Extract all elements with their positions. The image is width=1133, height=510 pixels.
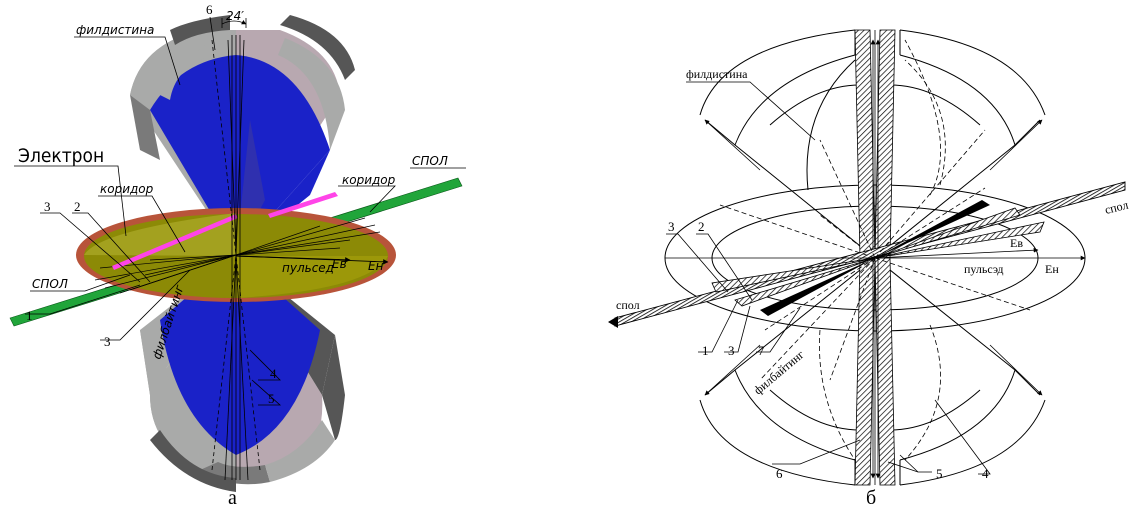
label-3b-a: 3 (104, 334, 111, 349)
e-v-label-b: Eв (1010, 236, 1023, 250)
label-2-b: 2 (698, 219, 705, 234)
label-2-a: 2 (74, 199, 81, 214)
panel-a: филдистина 24′ 6 Электрон коридор коридо… (9, 2, 466, 509)
label-1-a: 1 (26, 308, 33, 323)
label-4-b: 4 (982, 466, 989, 481)
e-v-label-a: Eв (332, 257, 347, 271)
angle-label-a: 24′ (226, 9, 244, 23)
caption-a: а (228, 487, 237, 509)
label-3b-b: 3 (728, 343, 735, 358)
electron-label: Электрон (18, 145, 104, 167)
label-6-b: 6 (776, 466, 783, 481)
panel-b: филдистина спол спол пульсэд Eв Eн филба… (608, 29, 1130, 509)
spol-right-label-a: СПОЛ (412, 154, 448, 168)
label-3a-a: 3 (44, 199, 51, 214)
fildistina-label-a: филдистина (76, 23, 154, 37)
axis-bundle-a (211, 18, 261, 481)
upper-cone-a (130, 15, 355, 255)
caption-b: б (866, 487, 876, 509)
lower-cone-b (699, 257, 1046, 486)
pulsed-label-a: пульсед (282, 261, 334, 275)
label-3a-b: 3 (668, 219, 675, 234)
leaders-b (666, 81, 991, 475)
e-n-label-b: Eн (1045, 262, 1059, 276)
leaders-a (14, 16, 466, 406)
label-5-a: 5 (268, 391, 275, 406)
label-5-b: 5 (936, 466, 943, 481)
upper-cone-b (699, 29, 1046, 259)
rays-b (665, 129, 1086, 381)
disk-rays-a (94, 217, 381, 294)
corridor-bars-a (112, 192, 338, 270)
label-6-a: 6 (206, 2, 213, 17)
fildistina-label-b: филдистина (686, 67, 748, 81)
label-1-b: 1 (702, 343, 709, 358)
spol-right-label-b: спол (1103, 198, 1129, 217)
koridor-left-label: коридор (100, 182, 154, 196)
axis-spindle-b (854, 29, 896, 486)
e-n-label-a: Eн (368, 259, 384, 273)
label-7-b: 7 (758, 343, 765, 358)
pulsed-label-b: пульсэд (964, 262, 1003, 276)
label-4-a: 4 (270, 366, 277, 381)
koridor-right-label: коридор (342, 173, 396, 187)
spol-left-label-b: спол (616, 298, 640, 312)
disk-wedges-b (711, 200, 1045, 316)
spol-left-label-a: СПОЛ (32, 277, 68, 291)
